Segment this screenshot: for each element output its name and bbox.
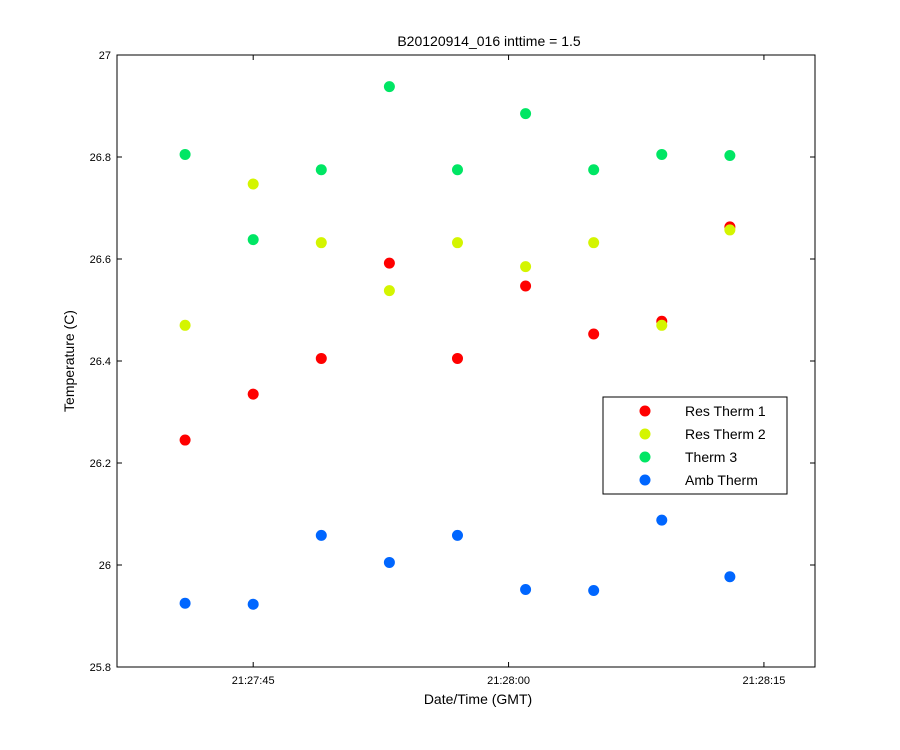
legend-marker-res-therm-1 <box>639 405 651 417</box>
y-tick-label: 26.8 <box>90 152 111 164</box>
point-res-therm-2 <box>315 237 327 249</box>
point-res-therm-2 <box>383 285 395 297</box>
point-res-therm-1 <box>247 388 259 400</box>
point-res-therm-2 <box>724 224 736 236</box>
point-amb-therm <box>383 556 395 568</box>
point-therm-3 <box>656 148 668 160</box>
x-tick-label: 21:28:15 <box>743 675 786 687</box>
point-res-therm-1 <box>451 352 463 364</box>
point-res-therm-2 <box>451 237 463 249</box>
y-tick-label: 26 <box>99 560 111 572</box>
point-res-therm-2 <box>588 237 600 249</box>
y-axis-label: Temperature (C) <box>61 310 77 412</box>
point-res-therm-1 <box>588 328 600 340</box>
point-res-therm-1 <box>315 352 327 364</box>
point-res-therm-2 <box>520 261 532 273</box>
plot-area <box>116 54 816 668</box>
point-amb-therm <box>724 571 736 583</box>
legend-marker-amb-therm <box>639 474 651 486</box>
point-res-therm-2 <box>247 178 259 190</box>
chart-title: B20120914_016 inttime = 1.5 <box>397 33 581 49</box>
y-axis-ticks: 25.8 26 26.2 26.4 26.6 26.8 27 <box>90 50 815 674</box>
y-tick-label: 26.4 <box>90 356 111 368</box>
point-res-therm-2 <box>179 319 191 331</box>
x-tick-label: 21:28:00 <box>487 675 530 687</box>
point-res-therm-2 <box>656 319 668 331</box>
y-tick-label: 25.8 <box>90 662 111 674</box>
point-res-therm-1 <box>520 280 532 292</box>
point-therm-3 <box>588 164 600 176</box>
y-tick-label: 26.6 <box>90 254 111 266</box>
legend-marker-res-therm-2 <box>639 428 651 440</box>
y-tick-label: 26.2 <box>90 458 111 470</box>
legend-label-amb-therm: Amb Therm <box>685 472 758 488</box>
x-tick-label: 21:27:45 <box>232 675 275 687</box>
point-amb-therm <box>588 585 600 596</box>
point-amb-therm <box>247 598 259 610</box>
legend-label-res-therm-1: Res Therm 1 <box>685 403 766 419</box>
data-points <box>179 81 736 610</box>
point-therm-3 <box>451 164 463 176</box>
legend: Res Therm 1 Res Therm 2 Therm 3 Amb Therm <box>602 396 788 495</box>
point-amb-therm <box>520 583 532 595</box>
point-therm-3 <box>724 149 736 161</box>
point-amb-therm <box>315 529 327 541</box>
point-therm-3 <box>179 148 191 160</box>
point-res-therm-1 <box>179 434 191 446</box>
y-tick-label: 27 <box>99 50 111 62</box>
point-therm-3 <box>383 81 395 93</box>
point-amb-therm <box>451 529 463 541</box>
point-therm-3 <box>247 234 259 246</box>
point-amb-therm <box>179 597 191 609</box>
x-axis-ticks: 21:27:45 21:28:00 21:28:15 <box>232 55 786 687</box>
legend-label-res-therm-2: Res Therm 2 <box>685 426 766 442</box>
legend-marker-therm-3 <box>639 451 651 463</box>
legend-box <box>602 396 788 495</box>
legend-label-therm-3: Therm 3 <box>685 449 737 465</box>
point-amb-therm <box>656 514 668 526</box>
point-res-therm-1 <box>383 257 395 269</box>
point-therm-3 <box>520 108 532 120</box>
point-therm-3 <box>315 164 327 176</box>
x-axis-label: Date/Time (GMT) <box>424 691 532 707</box>
